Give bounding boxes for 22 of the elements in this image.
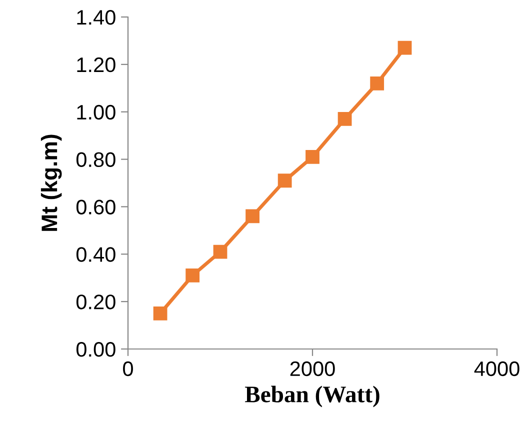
x-axis-title: Beban (Watt) — [245, 386, 380, 408]
y-tick-label: 1.40 — [77, 10, 116, 25]
y-tick-label: 0.20 — [76, 294, 116, 310]
point — [338, 112, 352, 126]
point — [306, 150, 320, 164]
point — [398, 40, 412, 55]
y-tick-label: 1.00 — [77, 104, 116, 120]
y-tick-label: 0.80 — [76, 152, 116, 168]
point — [278, 174, 292, 188]
point — [153, 306, 168, 320]
point — [370, 76, 384, 90]
point — [246, 209, 260, 224]
y-tick-label: 1.20 — [77, 57, 116, 72]
y-tick-label: 0.00 — [76, 342, 116, 357]
y-tick-label: 0.60 — [76, 200, 116, 214]
x-tick-label: 0 — [123, 361, 133, 376]
point — [186, 268, 200, 282]
point — [213, 244, 228, 259]
y-tick-label: 0.40 — [76, 247, 116, 262]
x-tick-label: 2000 — [290, 361, 335, 376]
y-axis-title: Mt (kg.m) — [40, 134, 62, 231]
x-tick-label: 4000 — [474, 361, 520, 376]
